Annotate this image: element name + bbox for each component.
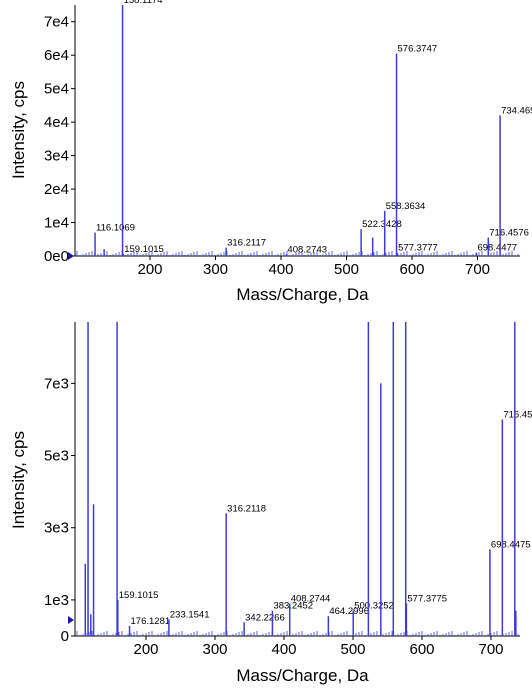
peak-label: 233.1541 <box>170 609 210 620</box>
x-tick-label: 300 <box>202 641 227 658</box>
y-tick-label: 3e4 <box>44 148 69 165</box>
peak-label: 734.4691 <box>501 105 532 116</box>
peak-label: 116.1069 <box>96 223 135 234</box>
peak-label: 158.1174 <box>124 0 163 6</box>
x-axis-title: Mass/Charge, Da <box>236 285 369 304</box>
y-tick-label: 6e4 <box>44 47 69 64</box>
peak-label: 159.1015 <box>119 590 159 601</box>
peak-label: 383.2452 <box>273 601 313 612</box>
x-tick-label: 200 <box>137 261 162 278</box>
y-tick-label: 2e4 <box>44 181 69 198</box>
x-tick-label: 200 <box>133 641 158 658</box>
x-tick-label: 400 <box>271 641 296 658</box>
spectrum-panel-1: 116.1069 158.1174 159.1015 316.2117 408.2743… <box>9 0 532 304</box>
peak-label: 577.3777 <box>398 243 438 254</box>
y-axis-title: Intensity, cps <box>9 81 28 179</box>
peak-label: 342.2266 <box>245 612 285 623</box>
x-axis-title: Mass/Charge, Da <box>236 666 369 685</box>
peak-label: 316.2117 <box>227 238 266 249</box>
x-tick-label: 700 <box>465 261 490 278</box>
baseline-arrow-icon <box>68 616 74 624</box>
x-tick-label: 700 <box>478 641 503 658</box>
peak-label: 716.4579 <box>503 409 532 420</box>
peak-label: 522.3428 <box>362 219 402 230</box>
peak-label: 576.3747 <box>398 44 438 55</box>
x-tick-label: 400 <box>268 261 293 278</box>
y-tick-label: 0e0 <box>44 248 69 265</box>
baseline-noise <box>76 251 519 256</box>
y-tick-label: 0 <box>61 628 69 645</box>
peak-label: 316.2118 <box>227 503 266 514</box>
x-tick-label: 500 <box>340 641 365 658</box>
y-tick-label: 1e3 <box>44 592 69 609</box>
baseline-arrow-icon <box>68 252 74 260</box>
peak-label: 500.3252 <box>354 601 394 612</box>
y-axis-title: Intensity, cps <box>9 431 28 529</box>
x-tick-label: 600 <box>409 641 434 658</box>
peak-label: 716.4576 <box>489 228 529 239</box>
x-tick-label: 300 <box>203 261 228 278</box>
x-tick-label: 500 <box>334 261 359 278</box>
y-tick-label: 7e3 <box>44 375 69 392</box>
peak-label: 408.2744 <box>291 594 331 605</box>
y-tick-label: 4e4 <box>44 114 69 131</box>
peak-label: 558.3634 <box>386 201 426 212</box>
baseline-noise <box>76 631 519 636</box>
peak-label: 698.4475 <box>491 539 531 550</box>
y-tick-label: 7e4 <box>44 14 69 31</box>
peak-label: 408.2743 <box>287 244 327 255</box>
peak-label: 159.1015 <box>124 244 164 255</box>
peak-label: 176.1281 <box>131 616 171 627</box>
y-tick-label: 5e3 <box>44 448 69 465</box>
y-tick-label: 1e4 <box>44 215 69 232</box>
peak-label: 464.2996 <box>329 606 369 617</box>
y-tick-label: 3e3 <box>44 520 69 537</box>
x-tick-label: 600 <box>399 261 424 278</box>
y-tick-label: 5e4 <box>44 81 69 98</box>
peak-label: 698.4477 <box>477 243 517 254</box>
peak-label: 577.3775 <box>407 594 447 605</box>
